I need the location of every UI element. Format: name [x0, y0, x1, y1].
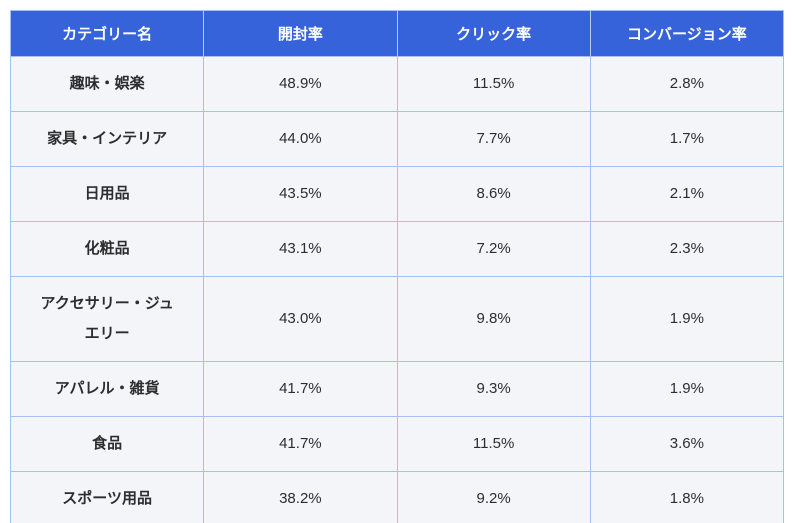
table-row: 食品 41.7% 11.5% 3.6% [11, 416, 783, 471]
table-row: 趣味・娯楽 48.9% 11.5% 2.8% [11, 56, 783, 111]
category-cell: 化粧品 [11, 222, 205, 276]
conversion-rate-cell: 1.7% [669, 130, 704, 147]
category-cell: スポーツ用品 [11, 472, 205, 523]
table-row: 家具・インテリア 44.0% 7.7% 1.7% [11, 111, 783, 166]
category-cell: 趣味・娯楽 [11, 57, 205, 111]
open-rate-cell: 41.7% [204, 417, 398, 471]
category-stats-table: カテゴリー名 開封率 クリック率 コンバージョン率 趣味・娯楽 48.9% 11.5… [10, 10, 784, 523]
open-rate-cell: 43.1% [204, 222, 398, 276]
conversion-rate-cell: 1.9% [669, 380, 704, 397]
column-header-click-rate: クリック率 [398, 11, 591, 56]
conversion-rate-cell: 3.6% [669, 435, 704, 452]
open-rate-cell: 43.5% [204, 167, 398, 221]
table-header-row: カテゴリー名 開封率 クリック率 コンバージョン率 [11, 11, 783, 56]
table-row: アクセサリー・ジュエリー 43.0% 9.8% 1.9% [11, 276, 783, 361]
column-header-open-rate: 開封率 [204, 11, 398, 56]
conversion-rate-cell: 2.8% [669, 75, 704, 92]
table-row: 化粧品 43.1% 7.2% 2.3% [11, 221, 783, 276]
open-rate-cell: 48.9% [204, 57, 398, 111]
open-rate-cell: 41.7% [204, 362, 398, 416]
click-rate-cell: 7.2% [398, 222, 591, 276]
conversion-rate-cell: 2.1% [669, 185, 704, 202]
table-body: 趣味・娯楽 48.9% 11.5% 2.8% 家具・インテリア 44.0% 7.7% 1.7%… [11, 56, 783, 523]
category-cell: 家具・インテリア [11, 112, 205, 166]
conversion-rate-cell: 1.9% [669, 310, 704, 327]
click-rate-cell: 11.5% [398, 57, 591, 111]
table-row: スポーツ用品 38.2% 9.2% 1.8% [11, 471, 783, 523]
click-rate-cell: 11.5% [398, 417, 591, 471]
conversion-rate-cell: 1.8% [669, 490, 704, 507]
click-rate-cell: 8.6% [398, 167, 591, 221]
category-cell: 日用品 [11, 167, 205, 221]
category-cell: アクセサリー・ジュエリー [11, 277, 205, 361]
table-row: アパレル・雑貨 41.7% 9.3% 1.9% [11, 361, 783, 416]
click-rate-cell: 9.8% [398, 277, 591, 361]
table-row: 日用品 43.5% 8.6% 2.1% [11, 166, 783, 221]
open-rate-cell: 43.0% [204, 277, 398, 361]
category-cell: 食品 [11, 417, 205, 471]
column-header-conversion-rate: コンバージョン率 [627, 26, 747, 43]
click-rate-cell: 7.7% [398, 112, 591, 166]
category-cell: アパレル・雑貨 [11, 362, 205, 416]
click-rate-cell: 9.3% [398, 362, 591, 416]
conversion-rate-cell: 2.3% [669, 240, 704, 257]
column-header-category: カテゴリー名 [11, 11, 205, 56]
click-rate-cell: 9.2% [398, 472, 591, 523]
open-rate-cell: 44.0% [204, 112, 398, 166]
open-rate-cell: 38.2% [204, 472, 398, 523]
